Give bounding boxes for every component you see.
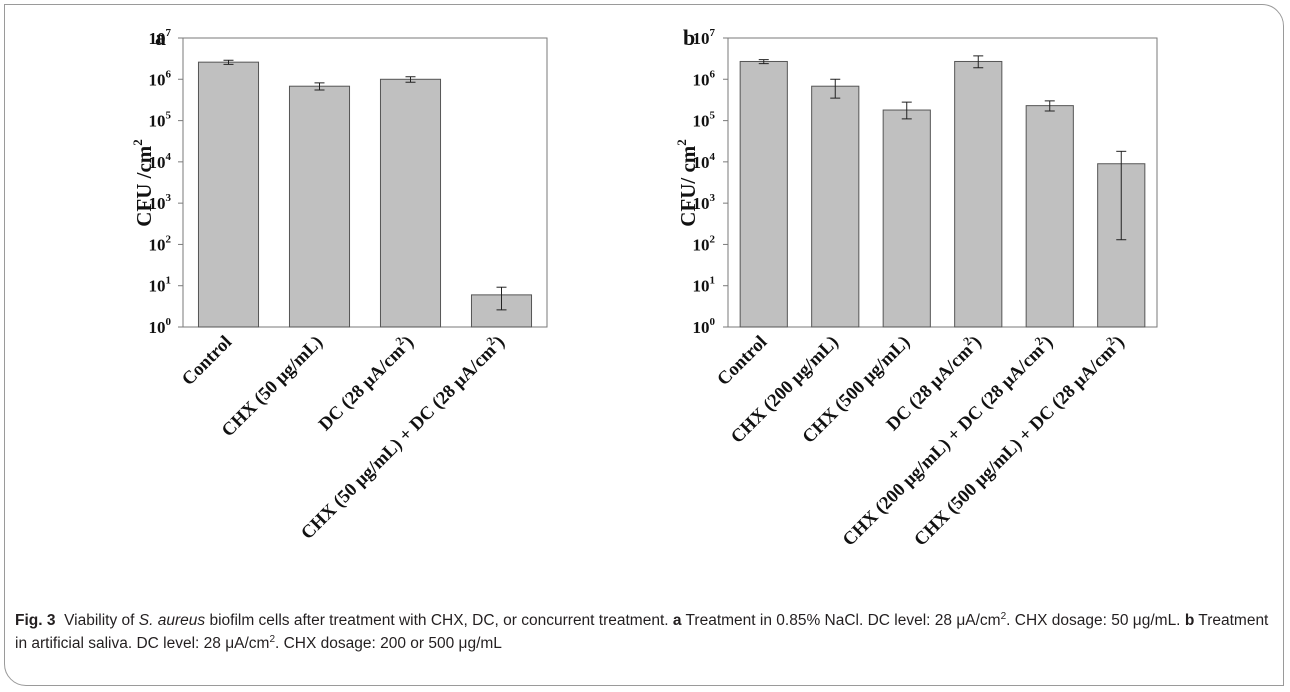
y-tick-base: 10: [149, 29, 166, 48]
y-tick-base: 10: [149, 194, 166, 213]
x-tick-label: Control: [714, 332, 772, 390]
bar: [1025, 105, 1074, 328]
y-tick-base: 10: [693, 235, 710, 254]
bar: [954, 60, 1003, 328]
y-tick-exponent: 3: [166, 192, 172, 204]
x-tick-label-text: Control: [179, 332, 237, 390]
y-tick-label: 103: [693, 192, 716, 213]
y-tick-label: 104: [693, 151, 716, 172]
y-tick-base: 10: [149, 153, 166, 172]
figure-frame: a 100 101 102 103 104 105 106 107 CFU /cm2 Control…: [4, 4, 1284, 686]
caption-panel-a-text-2: . CHX dosage: 50 μg/mL.: [1006, 612, 1185, 629]
caption-panel-b-text-2: . CHX dosage: 200 or 500 μg/mL: [275, 635, 502, 652]
y-tick-exponent: 4: [710, 151, 716, 163]
x-tick-label-text: DC (28 μA/cm: [315, 341, 410, 436]
bar: [739, 60, 788, 328]
y-tick-label: 105: [149, 110, 172, 131]
y-tick-label: 106: [693, 68, 716, 89]
y-axis-label-sup: 2: [130, 139, 145, 146]
y-tick-exponent: 5: [166, 110, 172, 122]
caption-panel-b-text: Treatment in artificial saliva. DC level…: [15, 612, 1269, 652]
y-tick-base: 10: [693, 70, 710, 89]
x-tick-label: CHX (50 μg/mL): [218, 332, 327, 441]
y-tick-base: 10: [149, 318, 166, 337]
panel-label: b: [683, 25, 695, 50]
caption-sup-1: 2: [1000, 610, 1007, 622]
y-tick-exponent: 3: [710, 192, 716, 204]
bar: [379, 78, 442, 328]
y-tick-base: 10: [149, 235, 166, 254]
caption-fig-label: Fig. 3: [15, 612, 56, 629]
y-tick-label: 100: [693, 316, 716, 337]
caption-panel-a-text: Treatment in 0.85% NaCl. DC level: 28 μA…: [681, 612, 1001, 629]
x-tick-label-text: Control: [714, 332, 772, 390]
y-axis-label-text: CFU/ cm: [676, 145, 700, 227]
y-tick-base: 10: [149, 112, 166, 131]
y-tick-exponent: 7: [710, 27, 716, 39]
y-tick-label: 101: [149, 275, 172, 296]
caption-species: S. aureus: [138, 612, 206, 629]
y-tick-label: 104: [149, 151, 172, 172]
y-tick-base: 10: [693, 29, 710, 48]
figure-caption: Fig. 3 Viability of S. aureus biofilm ce…: [15, 609, 1277, 655]
y-axis-label-text: CFU /cm: [132, 145, 156, 227]
y-tick-label: 106: [149, 68, 172, 89]
y-tick-exponent: 2: [166, 233, 172, 245]
y-tick-exponent: 6: [710, 68, 716, 80]
y-tick-exponent: 4: [166, 151, 172, 163]
y-tick-label: 100: [149, 316, 172, 337]
bar: [288, 85, 351, 328]
x-tick-label-text: CHX (50 μg/mL) + DC (28 μA/cm: [298, 341, 501, 544]
y-tick-base: 10: [693, 318, 710, 337]
y-tick-exponent: 7: [166, 27, 172, 39]
y-tick-base: 10: [693, 153, 710, 172]
caption-text-2: biofilm cells after treatment with CHX, …: [205, 612, 673, 629]
bar: [811, 85, 860, 328]
y-tick-exponent: 5: [710, 110, 716, 122]
y-tick-exponent: 6: [166, 68, 172, 80]
y-tick-label: 103: [149, 192, 172, 213]
caption-panel-b-label: b: [1184, 612, 1195, 629]
x-tick-label: Control: [179, 332, 237, 390]
bar: [197, 61, 260, 328]
x-tick-label-text: CHX (50 μg/mL): [218, 332, 327, 441]
y-axis-label: CFU /cm2: [130, 139, 156, 227]
y-tick-base: 10: [693, 112, 710, 131]
x-tick-label: DC (28 μA/cm2): [312, 330, 418, 436]
y-tick-exponent: 1: [166, 275, 172, 287]
y-tick-base: 10: [693, 194, 710, 213]
panel-label: a: [155, 25, 166, 50]
y-tick-exponent: 1: [710, 275, 716, 287]
caption-sup-2: 2: [269, 633, 275, 645]
y-tick-exponent: 0: [710, 316, 716, 328]
y-axis-label: CFU/ cm2: [674, 139, 700, 227]
y-tick-label: 102: [693, 233, 716, 254]
y-tick-base: 10: [693, 277, 710, 296]
y-tick-label: 102: [149, 233, 172, 254]
y-tick-exponent: 2: [710, 233, 716, 245]
y-axis-label-sup: 2: [674, 139, 689, 146]
y-tick-base: 10: [149, 277, 166, 296]
plot-area: [182, 37, 548, 328]
y-tick-label: 107: [693, 27, 716, 48]
y-tick-label: 105: [693, 110, 716, 131]
y-tick-base: 10: [149, 70, 166, 89]
plot-area: [727, 37, 1158, 328]
y-tick-label: 101: [693, 275, 716, 296]
caption-panel-a-label: a: [672, 612, 682, 629]
y-tick-label: 107: [149, 27, 172, 48]
caption-text-1: Viability of: [64, 612, 139, 629]
y-tick-exponent: 0: [166, 316, 172, 328]
bar: [882, 109, 931, 328]
